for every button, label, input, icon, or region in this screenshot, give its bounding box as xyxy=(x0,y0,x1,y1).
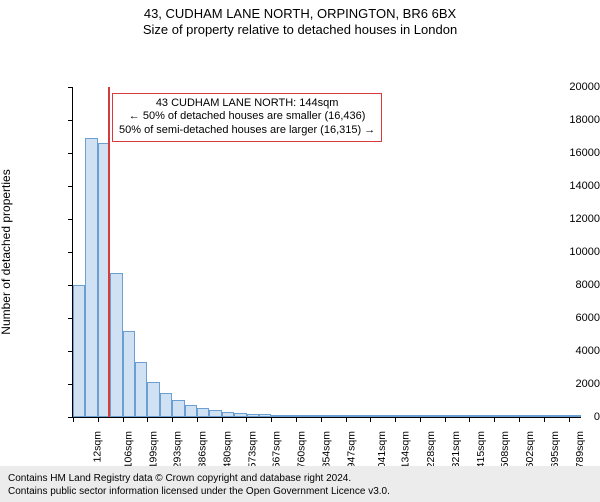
histogram-bar xyxy=(209,410,221,416)
y-tick-label: 4000 xyxy=(536,345,600,357)
y-tick-label: 2000 xyxy=(536,378,600,390)
annotation-line-2: ← 50% of detached houses are smaller (16… xyxy=(119,110,375,124)
chart-subtitle: Size of property relative to detached ho… xyxy=(0,22,600,38)
histogram-bar xyxy=(333,415,345,417)
histogram-bar xyxy=(433,415,445,417)
histogram-bar xyxy=(408,415,420,417)
histogram-bar xyxy=(259,414,271,416)
histogram-bar xyxy=(197,408,209,416)
histogram-bar xyxy=(247,414,259,417)
histogram-bar xyxy=(457,415,469,417)
histogram-bar xyxy=(135,362,147,416)
histogram-bar xyxy=(507,415,519,417)
x-tick-label: 667sqm xyxy=(271,431,283,468)
histogram-bar xyxy=(519,415,531,417)
y-tick-label: 18000 xyxy=(536,114,600,126)
histogram-bar xyxy=(271,415,283,417)
footer-line-2: Contains public sector information licen… xyxy=(8,485,592,498)
y-tick-label: 16000 xyxy=(536,147,600,159)
histogram-bar xyxy=(346,415,358,417)
histogram-bar xyxy=(395,415,407,417)
reference-line xyxy=(108,87,110,417)
x-tick-label: 386sqm xyxy=(196,431,208,468)
y-tick-label: 8000 xyxy=(536,279,600,291)
histogram-bar xyxy=(445,415,457,417)
chart-area: Number of detached properties Distributi… xyxy=(0,39,600,502)
histogram-bar xyxy=(123,331,135,417)
footer-line-1: Contains HM Land Registry data © Crown c… xyxy=(8,472,592,485)
histogram-bar xyxy=(185,405,197,417)
y-tick-label: 0 xyxy=(536,411,600,423)
histogram-bar xyxy=(147,382,159,417)
y-tick-label: 20000 xyxy=(536,81,600,93)
histogram-bar xyxy=(371,415,383,417)
x-tick-label: 573sqm xyxy=(246,431,258,468)
annotation-line-1: 43 CUDHAM LANE NORTH: 144sqm xyxy=(119,97,375,111)
attribution-footer: Contains HM Land Registry data © Crown c… xyxy=(0,466,600,502)
x-tick-label: 199sqm xyxy=(147,431,159,468)
reference-annotation: 43 CUDHAM LANE NORTH: 144sqm ← 50% of de… xyxy=(112,93,382,142)
histogram-bar xyxy=(420,415,432,417)
histogram-bar xyxy=(309,415,321,417)
y-tick-label: 6000 xyxy=(536,312,600,324)
histogram-bar xyxy=(470,415,482,417)
histogram-bar xyxy=(160,393,172,416)
histogram-bar xyxy=(482,415,494,417)
y-tick-label: 12000 xyxy=(536,213,600,225)
x-tick-label: 480sqm xyxy=(221,431,233,468)
histogram-bar xyxy=(358,415,370,417)
y-tick-label: 14000 xyxy=(536,180,600,192)
y-tick-label: 10000 xyxy=(536,246,600,258)
histogram-bar xyxy=(110,273,122,417)
histogram-bar xyxy=(234,413,246,417)
histogram-bar xyxy=(172,400,184,417)
x-tick-label: 293sqm xyxy=(172,431,184,468)
x-tick-label: 106sqm xyxy=(122,431,134,468)
y-axis-title: Number of detached properties xyxy=(0,169,13,334)
histogram-bar xyxy=(321,415,333,417)
x-tick-label: 854sqm xyxy=(320,431,332,468)
histogram-bar xyxy=(222,412,234,417)
histogram-bar xyxy=(85,138,97,417)
histogram-bar xyxy=(495,415,507,417)
chart-title-address: 43, CUDHAM LANE NORTH, ORPINGTON, BR6 6B… xyxy=(0,6,600,22)
histogram-bar xyxy=(73,285,85,417)
chart-title-block: 43, CUDHAM LANE NORTH, ORPINGTON, BR6 6B… xyxy=(0,0,600,39)
histogram-bar xyxy=(284,415,296,417)
histogram-bar xyxy=(296,415,308,417)
x-tick-label: 760sqm xyxy=(296,431,308,468)
histogram-bar xyxy=(383,415,395,417)
annotation-line-3: 50% of semi-detached houses are larger (… xyxy=(119,124,375,138)
x-tick-label: 12sqm xyxy=(92,431,104,463)
x-tick-label: 947sqm xyxy=(345,431,357,468)
